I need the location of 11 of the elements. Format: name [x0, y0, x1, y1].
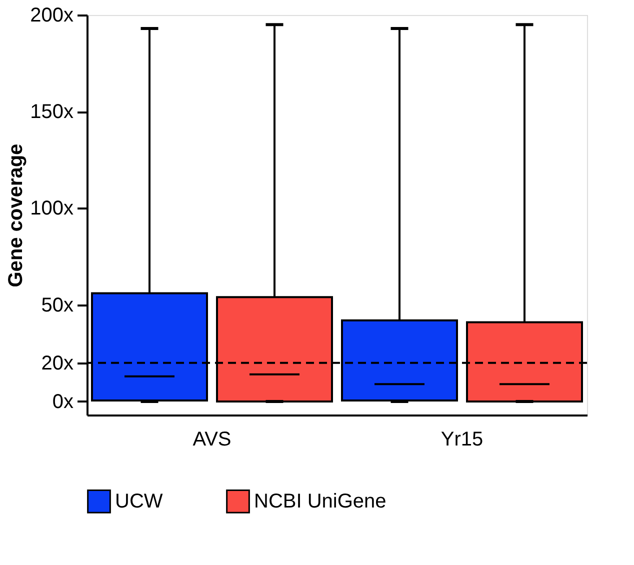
legend-label: NCBI UniGene: [254, 490, 386, 512]
y-tick-label: 150x: [30, 101, 74, 124]
y-tick-label: 200x: [30, 4, 74, 26]
x-tick-label: Yr15: [440, 428, 484, 450]
y-tick-label: 20x: [41, 352, 74, 374]
y-tick-label: 0x: [52, 390, 74, 413]
y-axis-title: Gene coverage: [5, 144, 28, 288]
x-tick-label: AVS: [192, 428, 232, 450]
legend-label: UCW: [115, 490, 163, 512]
y-tick-label: 50x: [41, 294, 74, 316]
y-tick-label: 100x: [30, 198, 74, 220]
